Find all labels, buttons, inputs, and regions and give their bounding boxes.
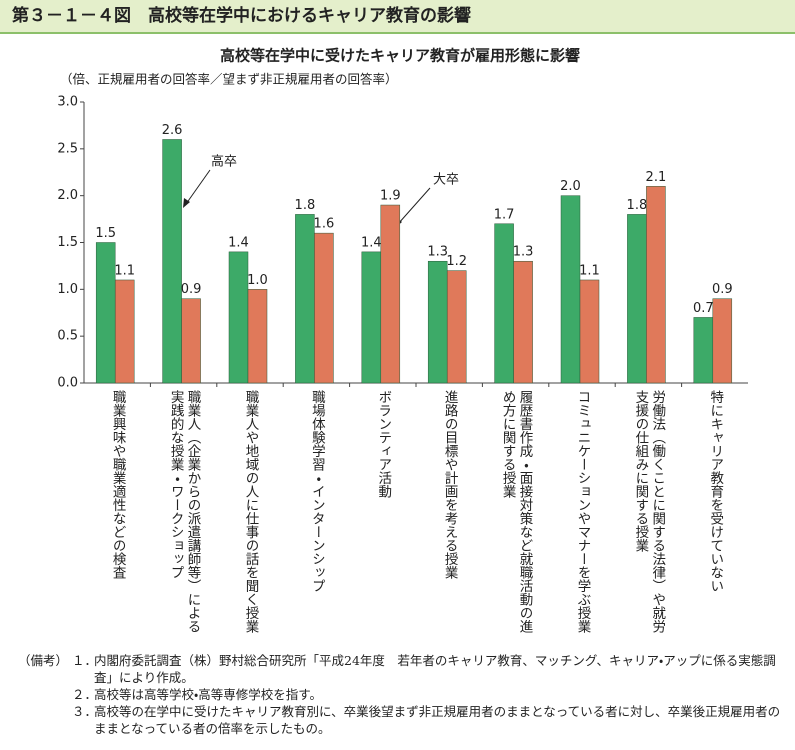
chart: 高校等在学中に受けたキャリア教育が雇用形態に影響 （倍、正規雇用者の回答率／望ま… [57,47,748,391]
y-axis-label: （倍、正規雇用者の回答率／望まず非正規雇用者の回答率） [60,72,398,87]
value-label: 1.0 [247,273,268,288]
note-number: ２． [72,687,98,702]
x-tick-label: コミュニケーションやマナーを学ぶ授業 [574,390,591,633]
notes: （備考） １． 内閣府委託調査（株）野村総合研究所「平成24年度 若年者のキャリア教… [18,652,783,737]
value-label: 1.3 [427,245,448,260]
bar [579,279,600,384]
arrow [397,187,431,225]
bar [314,232,334,384]
x-tick-label: ボランティア活動 [375,390,392,498]
x-tick-label: 労働法（働くことに関する法律）や就労支援の仕組みに関する授業 [632,390,666,633]
value-label: 0.9 [181,282,202,297]
value-label: 1.6 [314,217,335,232]
bar [380,204,401,384]
bar [494,223,514,384]
series-label: 大卒 [433,173,459,188]
value-label: 1.2 [446,254,467,269]
x-tick-label: 職業人（企業からの派遣講師等）による実践的な授業・ワークショップ [167,390,201,633]
y-tick-label: 3.0 [57,95,78,110]
bar [295,214,315,384]
bar [446,270,467,384]
arrow-head [183,198,190,208]
value-label: 1.8 [295,198,316,213]
note: （備考） １． 内閣府委託調査（株）野村総合研究所「平成24年度 若年者のキャリア教… [18,652,783,686]
bar [361,251,382,384]
note: ２． 高校等は高等学校・高等専修学校を指す。 [18,686,783,703]
bar [627,214,647,384]
chart-title: 高校等在学中に受けたキャリア教育が雇用形態に影響 [220,47,580,65]
y-tick-label: 0.5 [57,329,78,344]
bar [427,260,448,384]
value-label: 1.8 [627,198,648,213]
x-tick-label: 職業興味や職業適性などの検査 [109,390,126,579]
note-label [18,686,72,703]
y-tick-label: 2.0 [57,188,78,203]
value-label: 1.3 [513,245,534,260]
value-label: 1.7 [494,207,515,222]
value-label: 1.1 [114,263,135,278]
note-label: （備考） [18,653,69,668]
note-number: ３． [72,704,98,719]
bar [181,298,201,384]
y-tick-label: 2.5 [57,141,78,156]
series-label: 高卒 [211,154,237,170]
value-label: 0.9 [712,282,733,297]
y-tick-label: 1.0 [57,282,78,297]
note-number: １． [72,653,98,668]
x-tick-label: 特にキャリア教育を受けていない [707,390,724,593]
bar [95,242,116,384]
bar [513,260,533,384]
x-tick-label: 履歴書作成・面接対策など就職活動の進め方に関する授業 [499,390,533,633]
value-label: 2.1 [646,170,667,185]
value-label: 1.1 [579,263,600,278]
bar [114,279,135,384]
y-tick-label: 0.0 [57,376,78,391]
bar [712,298,733,384]
note: ３． 高校等の在学中に受けたキャリア教育別に、卒業後望まず非正規雇用者のままとなっ… [18,703,783,737]
note-text: 高校等は高等学校・高等専修学校を指す。 [94,687,323,702]
x-tick-label: 進路の目標や計画を考える授業 [441,390,458,579]
y-tick-label: 1.5 [57,235,78,250]
value-label: 1.5 [95,226,116,241]
bar [646,186,666,384]
value-label: 1.4 [361,235,382,250]
note-label [18,703,72,737]
bar [560,195,581,384]
value-label: 2.6 [162,123,183,138]
note-text: 内閣府委託調査（株）野村総合研究所「平成24年度 若年者のキャリア教育、マッチン… [94,653,776,685]
x-tick-label: 職業人や地域の人に仕事の話を聞く授業 [242,390,259,633]
value-label: 0.7 [693,301,714,316]
value-label: 1.9 [380,189,401,204]
arrow [185,169,211,205]
bar [228,251,249,384]
bar [247,289,268,384]
note-text: 高校等の在学中に受けたキャリア教育別に、卒業後望まず非正規雇用者のままとなってい… [94,704,781,736]
figure-title: 第３－１－４図 高校等在学中におけるキャリア教育の影響 [0,0,795,34]
bar [162,139,182,384]
bar [693,317,714,384]
value-label: 1.4 [228,235,249,250]
x-tick-label: 職場体験学習・インターンシップ [308,390,325,593]
value-label: 2.0 [560,179,581,194]
